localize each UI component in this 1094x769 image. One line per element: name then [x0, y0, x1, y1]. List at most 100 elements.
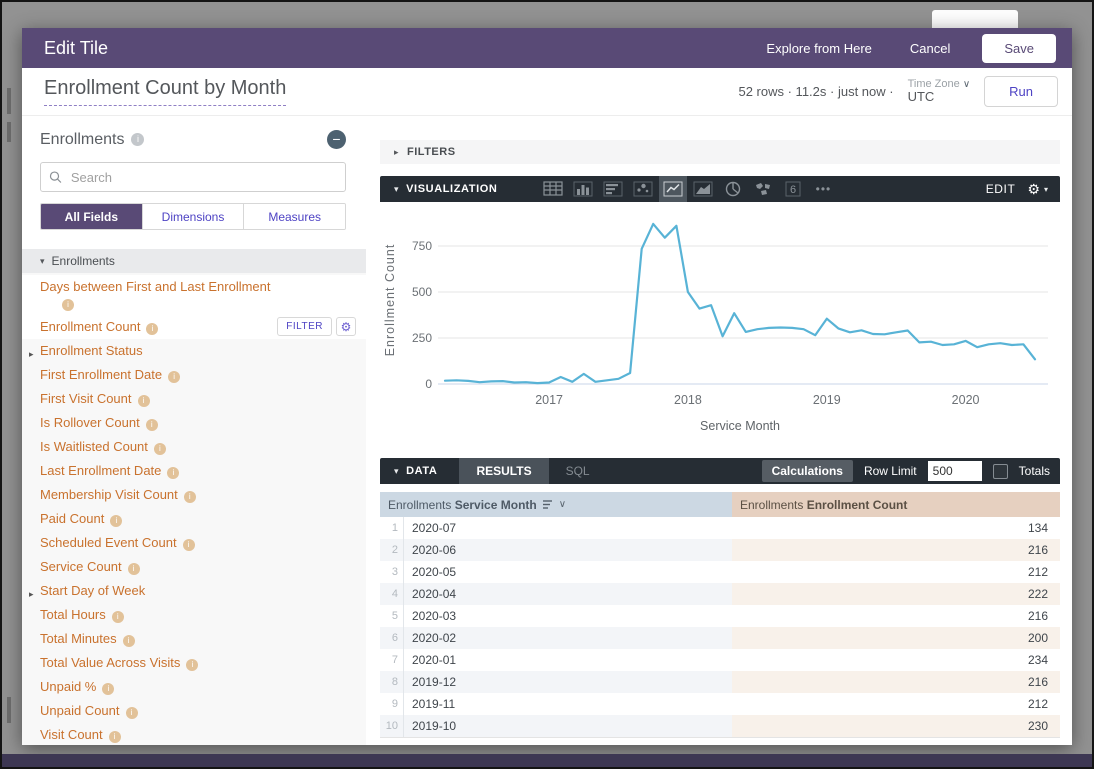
field-item-is-waitlisted-count[interactable]: Is Waitlisted Count i	[22, 435, 366, 459]
save-button[interactable]: Save	[982, 33, 1056, 63]
info-icon[interactable]: i	[62, 299, 74, 311]
viz-settings-button[interactable]: ⚙ ▾	[1027, 181, 1048, 198]
info-icon[interactable]: i	[146, 323, 159, 335]
field-item-first-visit-count[interactable]: First Visit Count i	[22, 387, 366, 411]
info-icon[interactable]: i	[122, 635, 135, 647]
info-icon[interactable]: i	[145, 419, 158, 431]
filters-section-header[interactable]: ▸ FILTERS	[380, 140, 1060, 164]
info-icon[interactable]: i	[167, 467, 180, 479]
more-icon[interactable]: •••	[815, 182, 832, 196]
info-icon[interactable]: i	[153, 443, 166, 455]
tab-dimensions[interactable]: Dimensions	[141, 204, 244, 229]
data-section-toggle[interactable]: ▾ DATA	[380, 465, 437, 477]
field-label: Enrollment Count	[40, 319, 141, 334]
info-icon[interactable]: i	[111, 611, 124, 623]
cell-service-month[interactable]: 2020-05	[412, 565, 457, 579]
row-number: 5	[380, 605, 404, 627]
search-input[interactable]	[68, 168, 337, 186]
filter-button[interactable]: FILTER	[277, 317, 332, 336]
field-item-paid-count[interactable]: Paid Count i	[22, 507, 366, 531]
info-icon[interactable]: i	[131, 133, 145, 146]
timezone-selector[interactable]: Time Zone ∨ UTC	[908, 78, 971, 106]
cell-enrollment-count[interactable]: 230	[732, 715, 1060, 737]
tab-all-fields[interactable]: All Fields	[41, 204, 142, 229]
bar-chart-icon[interactable]	[599, 176, 627, 202]
column-header-service-month[interactable]: Enrollments Service Month ∨	[380, 492, 732, 517]
field-item-total-minutes[interactable]: Total Minutes i	[22, 627, 366, 651]
field-item-start-day-of-week[interactable]: ▸ Start Day of Week	[22, 579, 366, 603]
row-number: 7	[380, 649, 404, 671]
field-item-scheduled-event-count[interactable]: Scheduled Event Count i	[22, 531, 366, 555]
cell-service-month[interactable]: 2019-12	[404, 671, 732, 693]
column-chart-icon[interactable]	[569, 176, 597, 202]
explore-from-here-button[interactable]: Explore from Here	[760, 40, 877, 57]
calculations-button[interactable]: Calculations	[761, 460, 853, 482]
totals-checkbox[interactable]	[992, 463, 1008, 479]
field-item-unpaid-[interactable]: Unpaid % i	[22, 675, 366, 699]
field-item-total-hours[interactable]: Total Hours i	[22, 603, 366, 627]
cell-enrollment-count[interactable]: 216	[732, 539, 1060, 561]
field-item-membership-visit-count[interactable]: Membership Visit Count i	[22, 483, 366, 507]
area-chart-icon[interactable]	[689, 176, 717, 202]
tab-measures[interactable]: Measures	[243, 204, 345, 229]
field-item-unpaid-count[interactable]: Unpaid Count i	[22, 699, 366, 723]
info-icon[interactable]: i	[137, 395, 150, 407]
map-icon[interactable]	[749, 176, 777, 202]
tab-sql[interactable]: SQL	[565, 464, 590, 478]
field-item-enrollment-status[interactable]: ▸ Enrollment Status	[22, 339, 366, 363]
info-icon[interactable]: i	[183, 491, 196, 503]
info-icon[interactable]: i	[186, 659, 199, 671]
field-item-enrollment-count[interactable]: Enrollment Count i FILTER ⚙	[22, 315, 366, 339]
view-section-header[interactable]: ▾ Enrollments	[22, 249, 366, 273]
info-icon[interactable]: i	[182, 539, 195, 551]
cell-enrollment-count[interactable]: 222	[732, 583, 1060, 605]
cell-service-month[interactable]: 2020-07	[412, 521, 457, 535]
expand-icon[interactable]: ▸	[29, 589, 34, 599]
tile-title-input[interactable]: Enrollment Count by Month	[44, 77, 287, 106]
column-header-enrollment-count[interactable]: Enrollments Enrollment Count	[732, 492, 1060, 517]
expand-icon[interactable]: ▸	[29, 349, 34, 359]
info-icon[interactable]: i	[110, 515, 123, 527]
info-icon[interactable]: i	[125, 707, 138, 719]
info-icon[interactable]: i	[102, 683, 115, 695]
info-icon[interactable]: i	[127, 563, 140, 575]
cell-service-month[interactable]: 2020-03	[412, 609, 457, 623]
info-icon[interactable]: i	[168, 371, 181, 383]
field-item-first-enrollment-date[interactable]: First Enrollment Date i	[22, 363, 366, 387]
visualization-section-toggle[interactable]: ▾ VISUALIZATION	[380, 183, 497, 195]
cell-service-month[interactable]: 2020-06	[404, 539, 732, 561]
single-value-icon[interactable]: 6	[779, 176, 807, 202]
run-button[interactable]: Run	[984, 76, 1058, 107]
donut-chart-icon[interactable]	[719, 176, 747, 202]
cell-enrollment-count[interactable]: 134	[1027, 521, 1048, 535]
collapse-view-button[interactable]: −	[327, 130, 346, 149]
field-item-is-rollover-count[interactable]: Is Rollover Count i	[22, 411, 366, 435]
cell-enrollment-count[interactable]: 212	[1027, 565, 1048, 579]
cell-service-month[interactable]: 2019-10	[404, 715, 732, 737]
field-item-service-count[interactable]: Service Count i	[22, 555, 366, 579]
cell-enrollment-count[interactable]: 216	[732, 671, 1060, 693]
cell-service-month[interactable]: 2020-04	[404, 583, 732, 605]
cancel-button[interactable]: Cancel	[904, 40, 956, 57]
cell-enrollment-count[interactable]: 212	[1027, 697, 1048, 711]
field-item-last-enrollment-date[interactable]: Last Enrollment Date i	[22, 459, 366, 483]
tab-results[interactable]: RESULTS	[459, 458, 549, 484]
row-limit-input[interactable]	[927, 461, 982, 481]
cell-service-month[interactable]: 2020-01	[412, 653, 457, 667]
cell-enrollment-count[interactable]: 216	[1027, 609, 1048, 623]
cell-enrollment-count[interactable]: 200	[732, 627, 1060, 649]
table-icon[interactable]	[539, 176, 567, 202]
viz-edit-button[interactable]: EDIT	[985, 182, 1016, 196]
field-item-visit-count[interactable]: Visit Count i	[22, 723, 366, 745]
scatterplot-icon[interactable]	[629, 176, 657, 202]
field-item-total-value-across-visits[interactable]: Total Value Across Visits i	[22, 651, 366, 675]
info-icon[interactable]: i	[108, 731, 121, 743]
field-gear-button[interactable]: ⚙	[336, 317, 356, 336]
cell-service-month[interactable]: 2020-02	[404, 627, 732, 649]
field-search[interactable]	[40, 162, 346, 192]
cell-enrollment-count[interactable]: 234	[1027, 653, 1048, 667]
cell-service-month[interactable]: 2019-11	[412, 697, 456, 711]
visualization-panel: ▾ VISUALIZATION 6 ••• EDIT ⚙ ▾ 0 250 500 7	[380, 176, 1060, 454]
line-chart-icon[interactable]	[659, 176, 688, 202]
field-item-days-between-first-and-last-enrollment[interactable]: Days between First and Last Enrollment i	[22, 275, 366, 315]
